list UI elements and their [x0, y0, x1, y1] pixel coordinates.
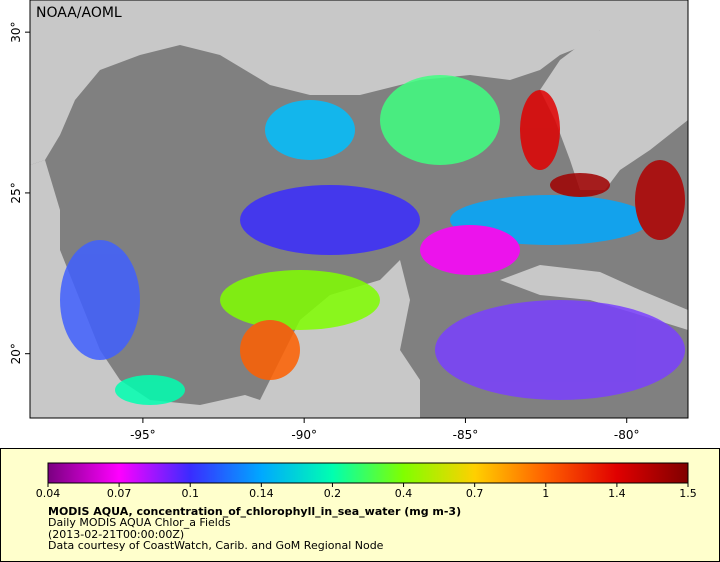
colorbar-tick-label: 0.4	[395, 487, 413, 500]
patch	[240, 320, 300, 380]
patch	[550, 173, 610, 197]
x-tick-label: -80°	[614, 428, 640, 442]
patch	[435, 300, 685, 400]
colorbar-tick-label: 0.14	[249, 487, 274, 500]
y-tick-label: 20°	[9, 343, 23, 364]
colorbar-tick-label: 0.07	[107, 487, 132, 500]
patch	[240, 185, 420, 255]
patch	[265, 100, 355, 160]
x-tick-label: -90°	[291, 428, 317, 442]
colorbar	[47, 462, 689, 484]
patch	[220, 270, 380, 330]
colorbar-tick-label: 1	[542, 487, 549, 500]
map-frame	[29, 0, 689, 419]
colorbar-tick-label: 1.4	[608, 487, 626, 500]
map-label: NOAA/AOML	[36, 5, 122, 21]
colorbar-tick-label: 0.04	[36, 487, 61, 500]
legend-line: Daily MODIS AQUA Chlor_a Fields	[48, 516, 231, 529]
patch	[635, 160, 685, 240]
land-mexico	[30, 160, 420, 418]
patch	[380, 75, 500, 165]
colorbar-tick-label: 0.2	[324, 487, 342, 500]
map-area: NOAA/AOML	[30, 0, 688, 418]
patch	[420, 225, 520, 275]
legend-line: (2013-02-21T00:00:00Z)	[48, 528, 184, 541]
chlorophyll-field	[60, 75, 685, 405]
colorbar-tick-label: 0.1	[181, 487, 199, 500]
legend-line: Data courtesy of CoastWatch, Carib. and …	[48, 539, 384, 552]
colorbar-tick-label: 1.5	[679, 487, 697, 500]
y-tick-label: 30°	[9, 22, 23, 43]
patch	[60, 240, 140, 360]
colorbar-tick-label: 0.7	[466, 487, 484, 500]
y-tick-label: 25°	[9, 182, 23, 203]
patch	[115, 375, 185, 405]
x-tick-label: -95°	[130, 428, 156, 442]
legend-title: MODIS AQUA, concentration_of_chlorophyll…	[48, 505, 461, 518]
land-florida	[540, 30, 688, 190]
x-tick-label: -85°	[453, 428, 479, 442]
patch	[520, 90, 560, 170]
land-usa	[30, 0, 688, 165]
